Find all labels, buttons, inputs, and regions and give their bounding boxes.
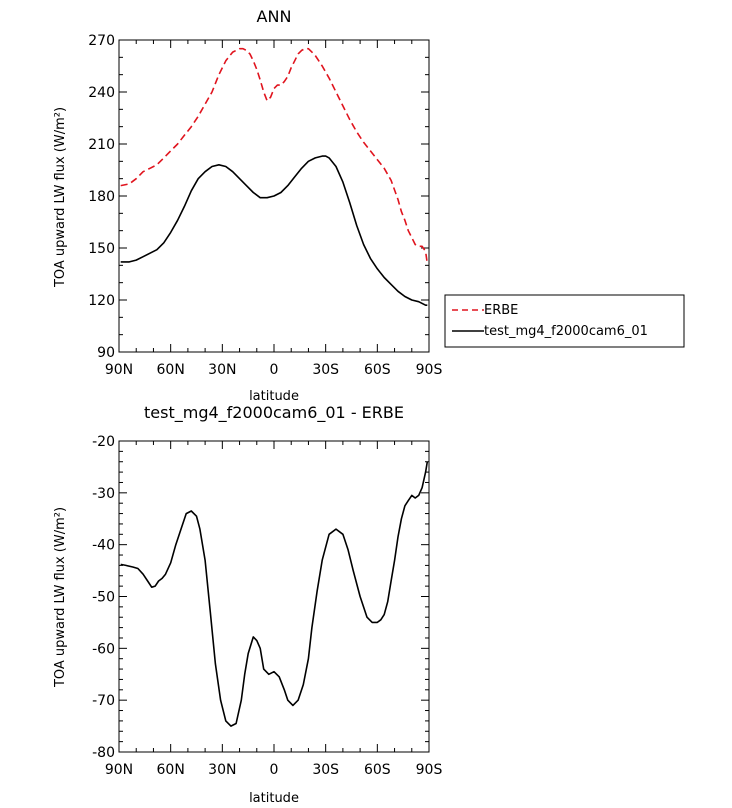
legend: ERBE test_mg4_f2000cam6_01 — [444, 294, 685, 348]
x-tick-label: 30S — [312, 762, 339, 778]
x-tick-label: 60S — [364, 362, 391, 378]
legend-box — [444, 294, 685, 348]
chart-bottom: test_mg4_f2000cam6_01 - ERBE 90N 60N 30N 0 3… — [53, 403, 442, 806]
x-tick-label: 0 — [270, 762, 279, 778]
y-tick-label: 120 — [88, 293, 115, 309]
x-tick-label: 60S — [364, 762, 391, 778]
legend-entry-erbe: ERBE — [484, 303, 518, 318]
legend-entry-test: test_mg4_f2000cam6_01 — [484, 324, 648, 339]
y-tick-label: 270 — [88, 33, 115, 49]
y-axis-label: TOA upward LW flux (W/m²) — [53, 507, 68, 688]
y-tick-label: -80 — [92, 745, 115, 761]
x-tick-label: 90S — [416, 762, 443, 778]
chart-title: test_mg4_f2000cam6_01 - ERBE — [144, 403, 404, 423]
y-tick-label: -50 — [92, 590, 115, 606]
y-tick-label: -70 — [92, 693, 115, 709]
series-line-erbe — [120, 47, 429, 264]
y-tick-label: 150 — [88, 241, 115, 257]
x-tick-label: 90N — [105, 762, 133, 778]
plot-area: 90N 60N 30N 0 30S 60S 90S 90 120 150 180 210 240 270 — [88, 33, 442, 378]
y-tick-label: -30 — [92, 486, 115, 502]
x-tick-label: 60N — [157, 362, 185, 378]
y-tick-label: 180 — [88, 189, 115, 205]
plot-frame — [118, 440, 430, 753]
x-axis-label: latitude — [249, 791, 299, 806]
y-tick-label: 90 — [97, 345, 115, 361]
plot-area: 90N 60N 30N 0 30S 60S 90S -80 -70 -60 -50 -40 -30 -20 — [92, 434, 442, 778]
series-line-difference — [120, 461, 429, 727]
y-tick-label: -20 — [92, 434, 115, 450]
x-tick-label: 0 — [270, 362, 279, 378]
series-line-test-mg4-f2000cam6-01 — [120, 155, 428, 307]
x-tick-label: 90S — [416, 362, 443, 378]
x-tick-label: 90N — [105, 362, 133, 378]
y-tick-label: -60 — [92, 641, 115, 657]
x-tick-label: 30S — [312, 362, 339, 378]
y-tick-label: 240 — [88, 85, 115, 101]
chart-top: ANN 90N 60N 30N 0 30S 60S 90S 90 120 150 180 210 240… — [53, 7, 685, 404]
chart-title: ANN — [257, 7, 292, 26]
x-axis-label: latitude — [249, 389, 299, 404]
x-tick-label: 30N — [208, 362, 236, 378]
x-tick-label: 60N — [157, 762, 185, 778]
y-tick-label: 210 — [88, 137, 115, 153]
y-axis-label: TOA upward LW flux (W/m²) — [53, 107, 68, 288]
y-tick-label: -40 — [92, 538, 115, 554]
x-tick-label: 30N — [208, 762, 236, 778]
